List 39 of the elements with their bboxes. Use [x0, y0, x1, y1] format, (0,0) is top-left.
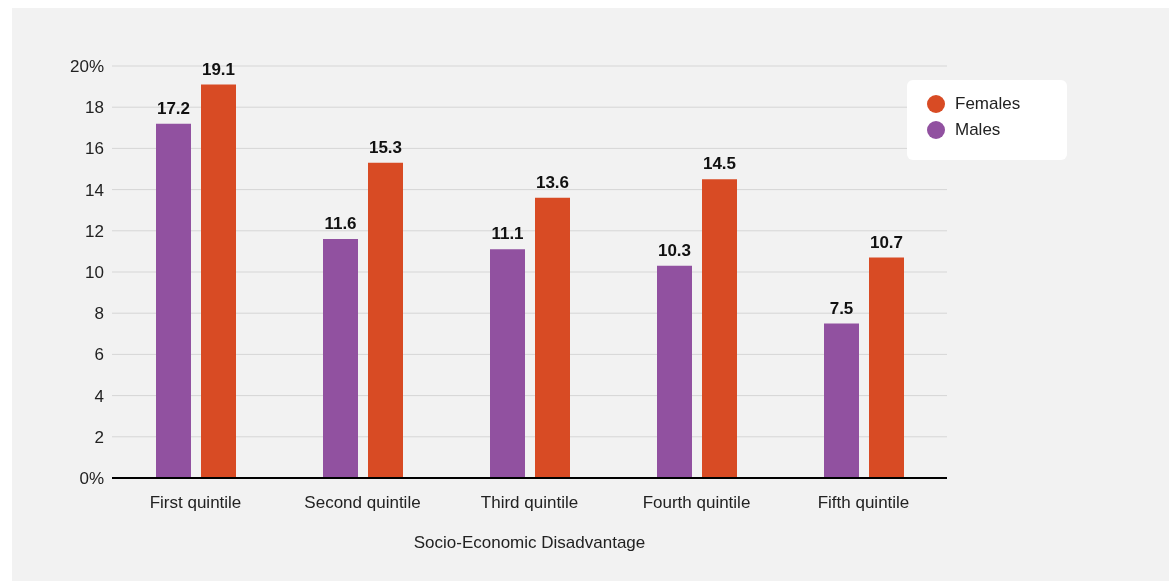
data-label: 14.5 [702, 154, 737, 174]
x-tick-label: Fourth quintile [642, 493, 751, 513]
y-tick-label: 16 [85, 139, 104, 159]
y-tick-label: 10 [85, 263, 104, 283]
bar [490, 249, 525, 478]
bar [869, 257, 904, 478]
y-tick-label: 20% [69, 57, 104, 77]
y-tick-label: 12 [85, 221, 104, 241]
data-label: 15.3 [368, 137, 403, 157]
data-label: 13.6 [535, 172, 570, 192]
bar [368, 162, 403, 478]
bar [156, 123, 191, 478]
data-label: 19.1 [201, 59, 236, 79]
x-tick-label: First quintile [149, 493, 242, 513]
x-tick-label: Fifth quintile [817, 493, 910, 513]
data-label: 7.5 [829, 298, 854, 318]
y-tick-label: 8 [94, 304, 104, 324]
data-label: 11.1 [491, 224, 524, 244]
bar [201, 84, 236, 478]
data-label: 10.7 [869, 232, 904, 252]
data-label: 17.2 [156, 98, 191, 118]
bar [824, 323, 859, 478]
y-tick-label: 4 [94, 386, 104, 406]
x-axis-title: Socio-Economic Disadvantage [413, 533, 646, 552]
bar [535, 197, 570, 478]
y-tick-label: 18 [85, 98, 104, 118]
legend-label: Males [955, 120, 1001, 140]
y-tick-label: 2 [94, 427, 104, 447]
y-tick-label: 6 [94, 345, 104, 365]
x-tick-label: Second quintile [304, 493, 421, 513]
legend-label: Females [955, 94, 1021, 114]
bar [323, 239, 358, 478]
data-label: 10.3 [657, 240, 692, 260]
x-tick-label: Third quintile [480, 493, 579, 513]
bar [657, 265, 692, 478]
data-label: 11.6 [324, 214, 357, 234]
y-tick-label: 14 [85, 180, 104, 200]
y-tick-label: 0% [79, 469, 104, 489]
bar [702, 179, 737, 478]
